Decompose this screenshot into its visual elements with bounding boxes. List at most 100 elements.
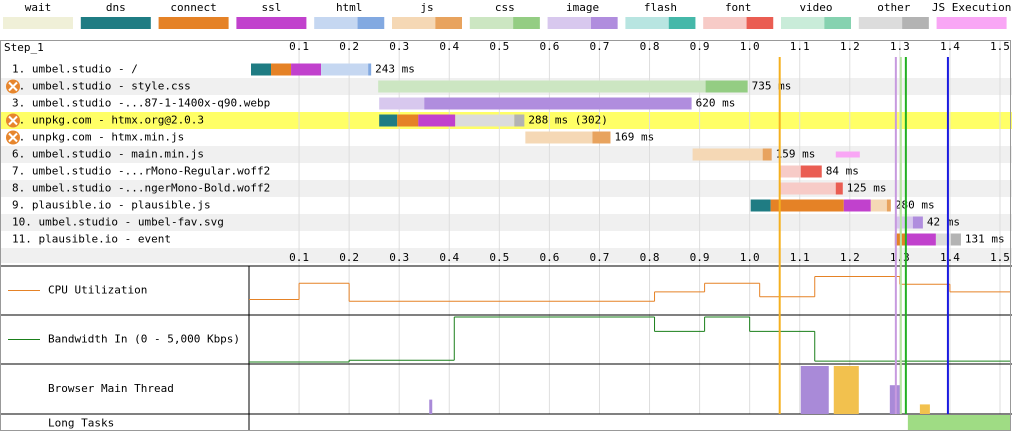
request-label: 8. umbel.studio -...ngerMono-Bold.woff2 [12, 182, 270, 195]
x-tick-label: 0.4 [439, 40, 459, 53]
x-tick-label: 0.1 [289, 251, 309, 264]
request-download [368, 63, 372, 76]
x-tick-label: 0.5 [489, 251, 509, 264]
request-wait [378, 80, 706, 93]
legend-label: font [725, 1, 752, 14]
connect-segment [905, 233, 936, 246]
legend-swatch-dark [513, 17, 540, 29]
request-label: 7. umbel.studio -...rMono-Regular.woff2 [12, 165, 270, 178]
panel-label: Long Tasks [48, 417, 114, 430]
request-download [800, 165, 822, 178]
connect-segment [271, 63, 292, 76]
legend-swatch-dark [902, 17, 929, 29]
request-time: 735 ms [752, 80, 792, 93]
row-background [0, 180, 1012, 197]
legend-swatch [3, 17, 73, 29]
x-tick-label: 0.2 [339, 251, 359, 264]
js-execution [835, 151, 860, 158]
request-time: 280 ms [895, 199, 935, 212]
legend-label: JS Execution [932, 1, 1011, 14]
main-thread-task [800, 366, 829, 414]
legend-label: connect [170, 1, 216, 14]
connect-segment [379, 114, 398, 127]
request-wait [894, 216, 913, 229]
x-tick-label: 0.8 [640, 251, 660, 264]
request-download [762, 148, 772, 161]
request-wait [779, 165, 801, 178]
request-download [912, 216, 923, 229]
request-download [592, 131, 611, 144]
x-tick-label: 0.8 [640, 40, 660, 53]
request-label: 5. unpkg.com - htmx.min.js [12, 131, 184, 144]
request-download [835, 182, 843, 195]
x-tick-label: 0.2 [339, 40, 359, 53]
request-time: 42 ms [927, 216, 960, 229]
x-tick-label: 0.6 [539, 40, 559, 53]
panel-label: Bandwidth In (0 - 5,000 Kbps) [48, 333, 240, 346]
render-blocking-x [8, 81, 18, 92]
x-tick-label: 1.2 [840, 251, 860, 264]
x-tick-label: 1.1 [790, 251, 810, 264]
request-label: 10. umbel.studio - umbel-fav.svg [12, 216, 224, 229]
x-tick-label: 0.3 [389, 40, 409, 53]
legend-label: ssl [261, 1, 281, 14]
legend-swatch-dark [668, 17, 696, 29]
legend-label: video [799, 1, 832, 14]
request-download [705, 80, 748, 93]
x-tick-label: 1.5 [990, 251, 1010, 264]
x-tick-label: 1.4 [940, 40, 960, 53]
legend-swatch [236, 17, 307, 29]
x-tick-label: 1.1 [790, 40, 810, 53]
connect-segment [750, 199, 771, 212]
connect-segment [397, 114, 419, 127]
main-thread-task [889, 385, 900, 414]
row-background [0, 214, 1012, 231]
x-tick-label: 0.9 [690, 251, 710, 264]
connect-segment [770, 199, 844, 212]
legend-label: flash [644, 1, 677, 14]
connect-segment [291, 63, 322, 76]
request-time: 84 ms [826, 165, 859, 178]
legend-label: dns [106, 1, 126, 14]
legend-swatch-dark [824, 17, 851, 29]
legend-swatch [80, 17, 151, 29]
main-thread-task [833, 366, 859, 414]
request-download [886, 199, 891, 212]
x-tick-label: 0.3 [389, 251, 409, 264]
row-background [0, 61, 1012, 78]
legend-label: css [495, 1, 515, 14]
legend-swatch-dark [357, 17, 385, 29]
row-background [0, 231, 1012, 248]
legend-swatch-dark [591, 17, 618, 29]
request-time: 243 ms [375, 63, 415, 76]
request-wait [870, 199, 887, 212]
legend-swatch-dark [746, 17, 774, 29]
request-label: 11. plausible.io - event [12, 233, 171, 246]
request-label: 6. umbel.studio - main.min.js [12, 148, 204, 161]
request-label: 9. plausible.io - plausible.js [12, 199, 211, 212]
row-background [0, 129, 1012, 146]
x-tick-label: 0.1 [289, 40, 309, 53]
x-tick-label: 1.2 [840, 40, 860, 53]
x-tick-label: 1.5 [990, 40, 1010, 53]
request-wait [379, 97, 425, 110]
panel-label: Browser Main Thread [48, 382, 174, 395]
x-tick-label: 0.7 [590, 40, 610, 53]
request-label: 1. umbel.studio - / [12, 63, 138, 76]
request-download [950, 233, 961, 246]
request-label: 4. unpkg.com - htmx.org@2.0.3 [12, 114, 204, 127]
legend-swatch [158, 17, 229, 29]
main-thread-task [919, 404, 930, 414]
request-download [424, 97, 692, 110]
step-label: Step_1 [4, 41, 44, 54]
render-blocking-x [8, 132, 18, 143]
x-tick-label: 1.0 [740, 251, 760, 264]
row-background [0, 163, 1012, 180]
request-time: 288 ms (302) [528, 114, 607, 127]
x-tick-label: 0.6 [539, 251, 559, 264]
request-label: 3. umbel.studio -...87-1-1400x-q90.webp [12, 97, 270, 110]
legend-swatch-dark [435, 17, 462, 29]
request-time: 620 ms [696, 97, 736, 110]
row-background [0, 248, 1012, 263]
